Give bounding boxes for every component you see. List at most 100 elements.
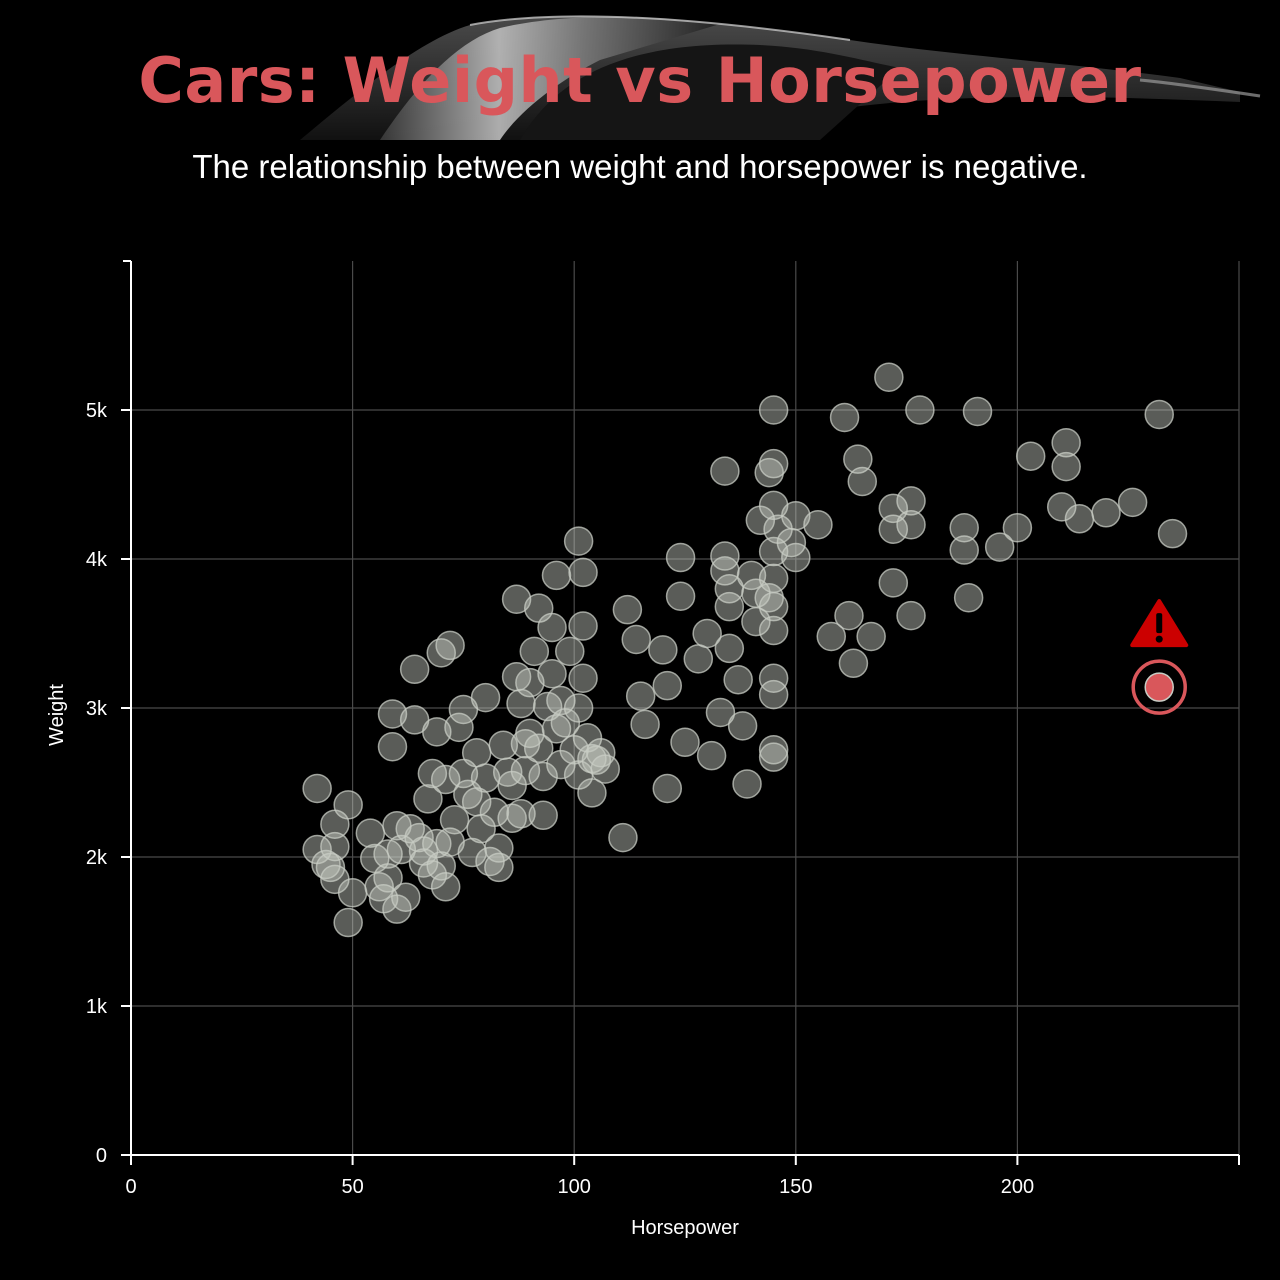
data-point [568,611,598,641]
data-point [1064,504,1095,534]
x-tick-label: 0 [125,1176,136,1198]
data-point [878,568,909,598]
data-point [413,784,443,814]
data-point [1117,487,1148,518]
data-point [586,737,616,768]
x-tick-label: 150 [779,1176,812,1198]
data-point [315,852,346,883]
data-point [1144,399,1174,430]
data-point [816,621,847,652]
data-point [710,456,740,486]
data-point [461,737,492,768]
data-point [470,682,501,713]
data-point [758,536,789,567]
data-point [758,615,789,646]
data-point [878,514,909,544]
data-point [843,444,873,474]
data-point [541,714,572,744]
data-point [377,731,408,762]
data-point [541,560,572,591]
data-point [506,799,536,829]
data-point [962,396,993,427]
highlight-point [1144,672,1174,702]
data-point [302,773,332,804]
data-point [590,754,620,784]
data-point [382,894,412,924]
data-point [333,907,363,938]
y-tick-label: 0 [96,1145,107,1167]
data-point [528,761,558,792]
data-point [905,395,935,425]
warning-triangle-icon [1130,599,1189,648]
data-point [528,800,558,831]
data-point [537,612,567,643]
data-point [754,457,784,488]
data-point [665,581,696,611]
data-point [1051,451,1081,482]
y-tick-label: 1k [86,996,108,1018]
data-point [896,600,926,631]
data-point [1015,441,1046,471]
data-point [563,526,594,556]
data-point [896,509,926,540]
data-point [501,584,532,614]
data-point [732,769,762,799]
y-tick-label: 4k [86,549,108,571]
data-point [546,685,576,716]
data-point [510,755,541,786]
data-points [302,362,1188,938]
data-point [1091,498,1121,528]
axes [121,260,1240,1165]
data-point [714,633,745,664]
chart-subtitle: The relationship between weight and hors… [192,148,1088,185]
data-point [652,670,683,701]
data-point [754,582,784,613]
data-point [803,509,833,540]
data-point [648,635,678,665]
data-point [834,600,864,631]
data-point [781,542,811,573]
data-point [391,882,421,912]
data-point [484,852,514,883]
data-point [781,501,811,531]
data-point [333,790,363,820]
data-point [758,563,789,594]
data-point [758,742,789,772]
data-point [577,778,607,808]
data-point [696,740,727,771]
data-point [727,711,758,741]
highlight-ring [1131,659,1187,715]
y-tick-label: 3k [86,698,108,720]
data-point [625,681,656,711]
data-point [705,697,736,728]
data-point [621,624,651,655]
tick-labels: 0 50 100 150 200 0 1k 2k 3k 4k 5k [86,400,1034,1198]
data-point [758,395,789,425]
data-point [612,594,643,625]
warning-exclamation-bar [1156,613,1163,634]
data-point [497,803,527,834]
data-point [670,727,700,758]
data-point [608,822,638,853]
data-point [1051,428,1081,458]
chart-title: Cars: Weight vs Horsepower [138,44,1142,117]
warning-exclamation-dot [1155,635,1163,643]
data-point [523,733,554,763]
data-point [439,805,470,835]
grid-lines [131,261,1240,1155]
data-point [444,712,474,743]
data-point [563,693,594,723]
data-point [758,734,789,765]
data-point [373,863,403,893]
data-point [758,448,789,479]
data-point [555,636,585,667]
data-point [829,402,860,433]
data-point [838,648,869,679]
data-point [758,679,789,710]
data-point [949,535,979,565]
data-point [736,560,767,591]
data-point [758,490,789,521]
data-point [1046,492,1077,522]
data-point [430,872,461,902]
